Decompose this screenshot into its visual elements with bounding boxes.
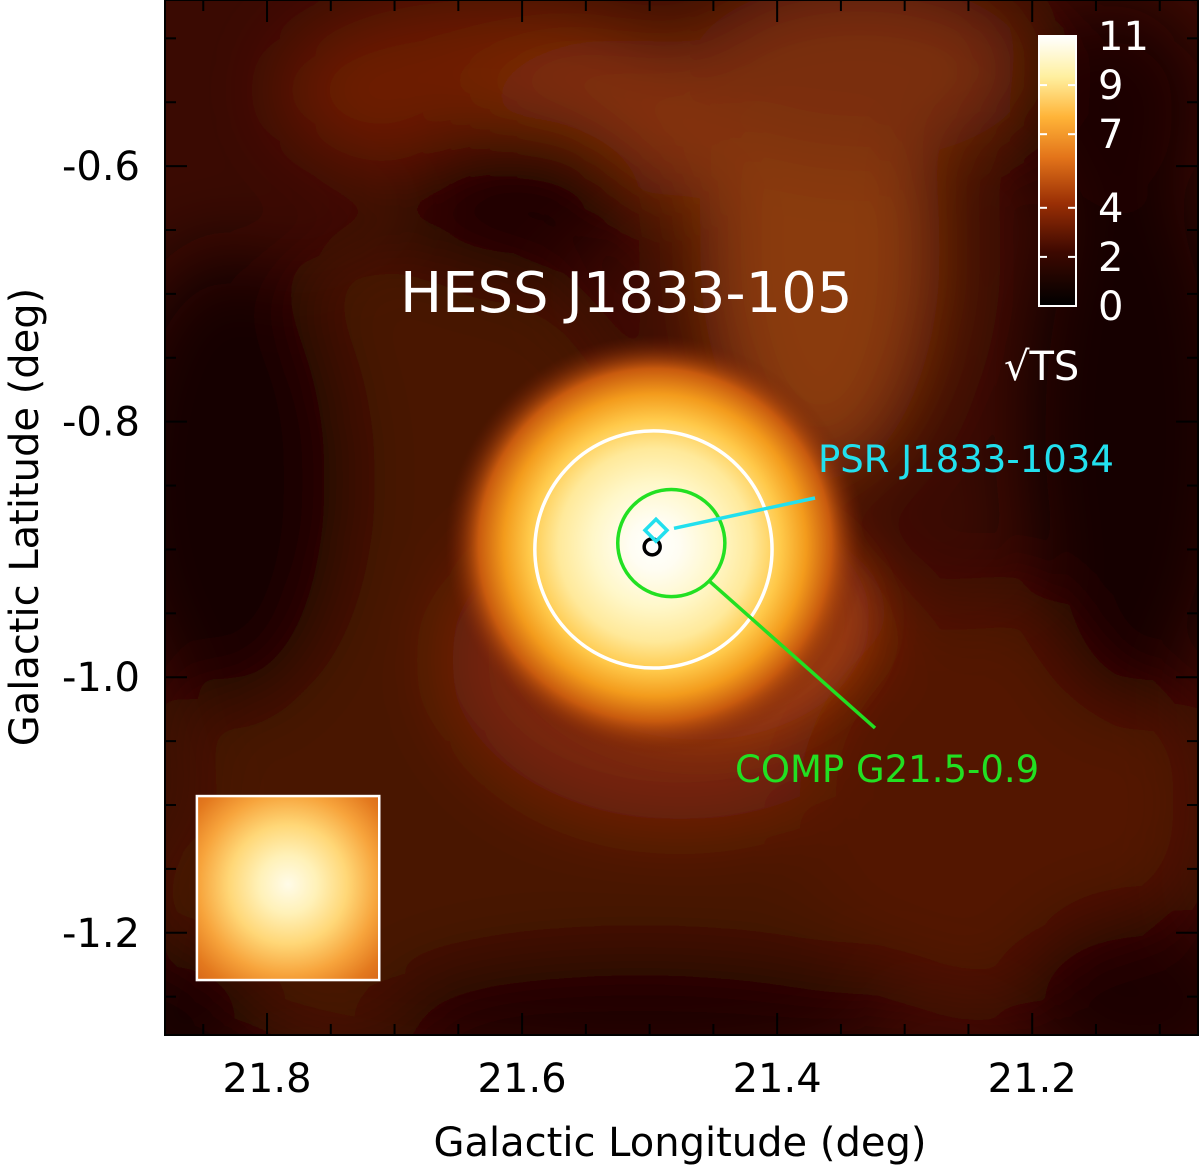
colorbar-tick-label: 0 bbox=[1098, 284, 1123, 330]
x-tick-label: 21.8 bbox=[222, 1056, 311, 1102]
y-tick-label: -1.2 bbox=[62, 911, 140, 957]
colorbar-tick-label: 7 bbox=[1098, 112, 1123, 158]
x-tick-label: 21.2 bbox=[988, 1056, 1077, 1102]
x-axis-label: Galactic Longitude (deg) bbox=[434, 1120, 927, 1166]
comp-circle-marker bbox=[615, 487, 727, 599]
plot-frame bbox=[164, 0, 1199, 1036]
y-axis-ticks: -0.6 -0.8 -1.0 -1.2 bbox=[62, 37, 1198, 998]
y-tick-label: -0.6 bbox=[62, 144, 140, 190]
colorbar-label: √TS bbox=[1004, 344, 1079, 390]
x-axis-ticks: 21.8 21.6 21.4 21.2 bbox=[202, 0, 1161, 1102]
colorbar-tick-label: 9 bbox=[1098, 63, 1123, 109]
psr-label: PSR J1833-1034 bbox=[818, 438, 1114, 481]
comp-label-connector bbox=[708, 580, 877, 730]
colorbar-tick-label: 11 bbox=[1098, 14, 1149, 60]
y-axis-label: Galactic Latitude (deg) bbox=[2, 288, 48, 747]
colorbar-tick-label: 2 bbox=[1098, 235, 1123, 281]
psr-label-connector bbox=[673, 496, 816, 530]
colorbar-tick-label: 4 bbox=[1098, 186, 1123, 232]
y-tick-label: -0.8 bbox=[62, 400, 140, 446]
comp-label: COMP G21.5-0.9 bbox=[735, 748, 1039, 791]
psr-diamond-marker bbox=[642, 516, 670, 544]
x-tick-label: 21.6 bbox=[478, 1056, 567, 1102]
chart-title: HESS J1833-105 bbox=[400, 261, 853, 326]
source-extent-circle bbox=[533, 429, 774, 670]
colorbar bbox=[1038, 35, 1077, 307]
y-tick-label: -1.0 bbox=[62, 655, 140, 701]
psf-inset bbox=[195, 794, 381, 982]
x-tick-label: 21.4 bbox=[733, 1056, 822, 1102]
